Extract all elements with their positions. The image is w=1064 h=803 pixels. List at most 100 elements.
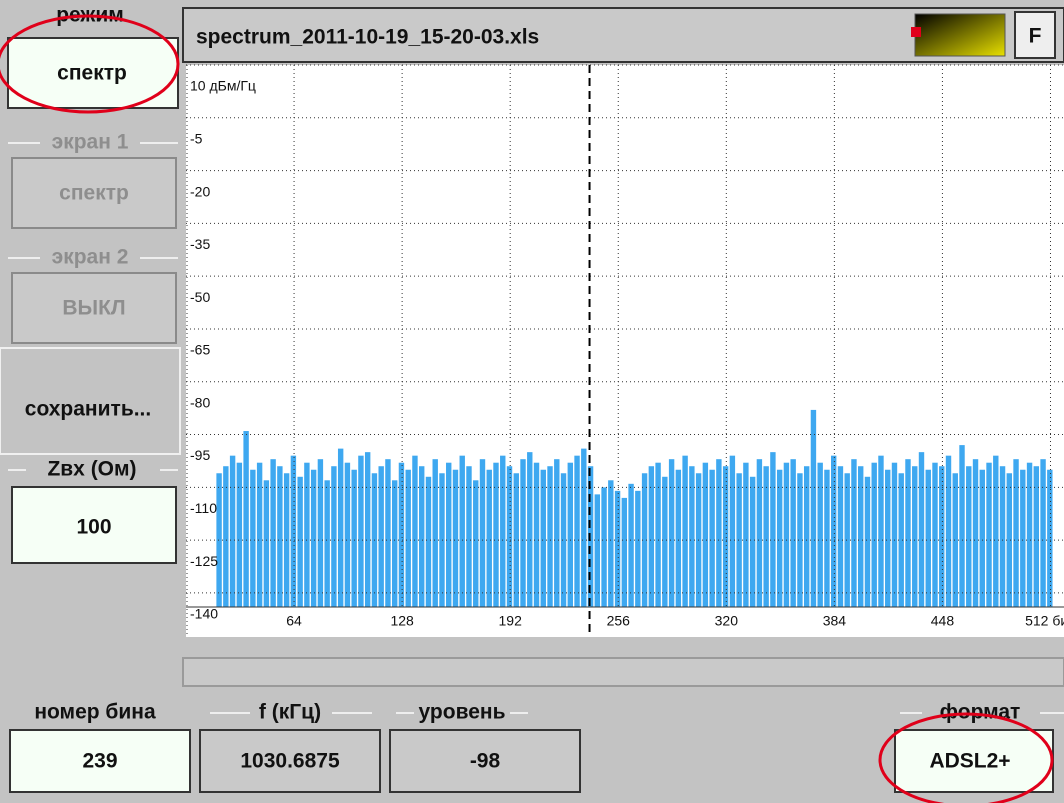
bar bbox=[608, 480, 614, 607]
bar bbox=[918, 452, 925, 607]
highlight bbox=[878, 712, 1054, 803]
bar bbox=[722, 466, 729, 607]
bar bbox=[844, 473, 850, 607]
bar bbox=[830, 455, 837, 607]
bar bbox=[682, 455, 688, 607]
bar bbox=[939, 466, 945, 607]
bar bbox=[1040, 459, 1046, 607]
bar bbox=[1026, 462, 1033, 607]
bar bbox=[574, 455, 580, 607]
bar bbox=[979, 469, 985, 607]
y-tick-label: -65 bbox=[190, 342, 210, 358]
bar bbox=[412, 455, 418, 607]
bar bbox=[925, 469, 931, 607]
bar bbox=[641, 473, 648, 607]
bar bbox=[1047, 469, 1053, 607]
bar bbox=[614, 490, 621, 607]
bar bbox=[756, 459, 763, 607]
save-button[interactable] bbox=[0, 347, 181, 455]
bar bbox=[999, 466, 1006, 607]
screen2-value: ВЫКЛ bbox=[62, 297, 125, 320]
bar bbox=[331, 466, 337, 607]
bar bbox=[547, 466, 553, 607]
screen2-label: экран 2 bbox=[52, 246, 129, 269]
format-field[interactable] bbox=[894, 729, 1054, 793]
filename: spectrum_2011-10-19_15-20-03.xls bbox=[196, 26, 539, 49]
bar bbox=[405, 469, 411, 607]
bar bbox=[229, 455, 236, 607]
bar bbox=[263, 480, 270, 607]
bar bbox=[385, 459, 391, 607]
bar bbox=[351, 469, 357, 607]
screen1-button[interactable] bbox=[11, 157, 177, 229]
bin-field[interactable] bbox=[9, 729, 191, 793]
bar bbox=[776, 469, 783, 607]
bar bbox=[452, 469, 459, 607]
bar bbox=[250, 469, 256, 607]
bar bbox=[398, 462, 405, 607]
bar bbox=[527, 452, 533, 607]
bar bbox=[790, 459, 796, 607]
x-tick-label: 384 bbox=[823, 613, 847, 629]
bar bbox=[243, 431, 249, 607]
bar bbox=[702, 462, 709, 607]
bar bbox=[419, 466, 425, 607]
y-tick-label: 10 дБм/Гц bbox=[190, 78, 256, 94]
bar bbox=[905, 459, 911, 607]
bar bbox=[324, 480, 330, 607]
y-tick-label: -50 bbox=[190, 289, 210, 305]
bar bbox=[689, 466, 695, 607]
f-button[interactable] bbox=[1014, 11, 1056, 59]
bar bbox=[864, 476, 871, 607]
bar bbox=[223, 466, 229, 607]
bar bbox=[432, 459, 438, 607]
x-tick-label: 64 bbox=[286, 613, 302, 629]
highlight bbox=[0, 14, 180, 114]
bar bbox=[587, 466, 594, 607]
freq-field bbox=[199, 729, 381, 793]
bar bbox=[533, 462, 540, 607]
screen2-button[interactable] bbox=[11, 272, 177, 344]
bar bbox=[817, 462, 823, 607]
bar bbox=[729, 455, 736, 607]
screen1-label: экран 1 bbox=[52, 131, 129, 154]
impedance-value: 100 bbox=[76, 516, 111, 539]
bar bbox=[297, 476, 303, 607]
bar bbox=[716, 459, 722, 607]
bar bbox=[878, 455, 884, 607]
y-tick-label: -35 bbox=[190, 236, 210, 252]
y-tick-label: -125 bbox=[190, 553, 218, 569]
bar bbox=[601, 487, 607, 607]
bar bbox=[216, 473, 222, 607]
bar bbox=[513, 473, 519, 607]
bar bbox=[898, 473, 904, 607]
bar bbox=[891, 462, 898, 607]
bar bbox=[662, 476, 668, 607]
bar bbox=[473, 480, 479, 607]
bar bbox=[1020, 469, 1026, 607]
bar bbox=[959, 445, 965, 607]
bar bbox=[749, 476, 756, 607]
bar bbox=[364, 452, 371, 607]
impedance-field[interactable] bbox=[11, 486, 177, 564]
bar bbox=[770, 452, 776, 607]
level-indicator bbox=[914, 13, 1006, 57]
mode-button[interactable] bbox=[7, 37, 179, 109]
bar bbox=[1006, 473, 1012, 607]
bar bbox=[675, 469, 682, 607]
x-tick-label: 512 бин bbox=[1025, 613, 1064, 629]
bar bbox=[290, 455, 297, 607]
bar bbox=[668, 459, 675, 607]
bar bbox=[628, 483, 634, 607]
bar bbox=[648, 466, 655, 607]
bar bbox=[479, 459, 486, 607]
bar bbox=[1033, 466, 1040, 607]
bar bbox=[344, 462, 351, 607]
format-value: ADSL2+ bbox=[929, 750, 1010, 773]
bar bbox=[236, 462, 243, 607]
bar bbox=[635, 490, 641, 607]
bar bbox=[486, 469, 492, 607]
screen1-value: спектр bbox=[59, 182, 129, 205]
bar bbox=[277, 466, 283, 607]
bar bbox=[803, 466, 810, 607]
